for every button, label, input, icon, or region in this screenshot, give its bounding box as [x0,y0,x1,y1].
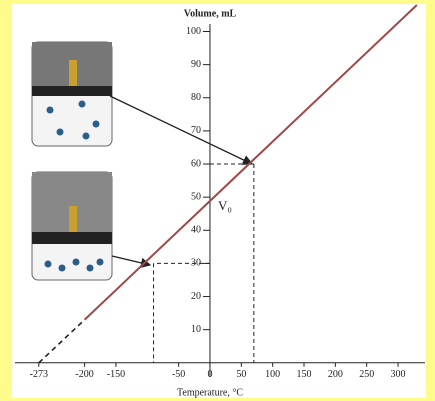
y-tick-label: 70 [191,125,201,136]
y-tick-label: 40 [191,225,201,236]
y-tick-label: 60 [191,158,201,169]
x-tick-label: -150 [107,369,125,380]
x-tick-label: 250 [359,369,374,380]
x-tick-label: -273 [30,369,48,380]
x-tick-label: 100 [265,369,280,380]
x-tick-label: 300 [391,369,406,380]
y-tick-label: 10 [191,324,201,335]
x-axis-title: Temperature, °C [177,387,243,398]
annotation: V₀ [218,198,232,213]
y-tick-label: 100 [186,26,201,37]
y-tick-label: 90 [191,59,201,70]
x-tick-label: -200 [75,369,93,380]
x-tick-label: 50 [236,369,246,380]
x-tick-label: -50 [172,369,185,380]
chart: Volume, mL Temperature, °C 1020304050607… [0,0,435,401]
y-tick-label: 20 [191,291,201,302]
beaker-illustration [32,42,112,146]
x-tick-label: 150 [297,369,312,380]
beaker-illustration [32,172,112,280]
y-tick-label: 50 [191,191,201,202]
y-axis-title: Volume, mL [184,8,237,19]
y-tick-label: 80 [191,92,201,103]
x-tick-label: 0 [207,369,212,380]
x-tick-label: 200 [328,369,343,380]
